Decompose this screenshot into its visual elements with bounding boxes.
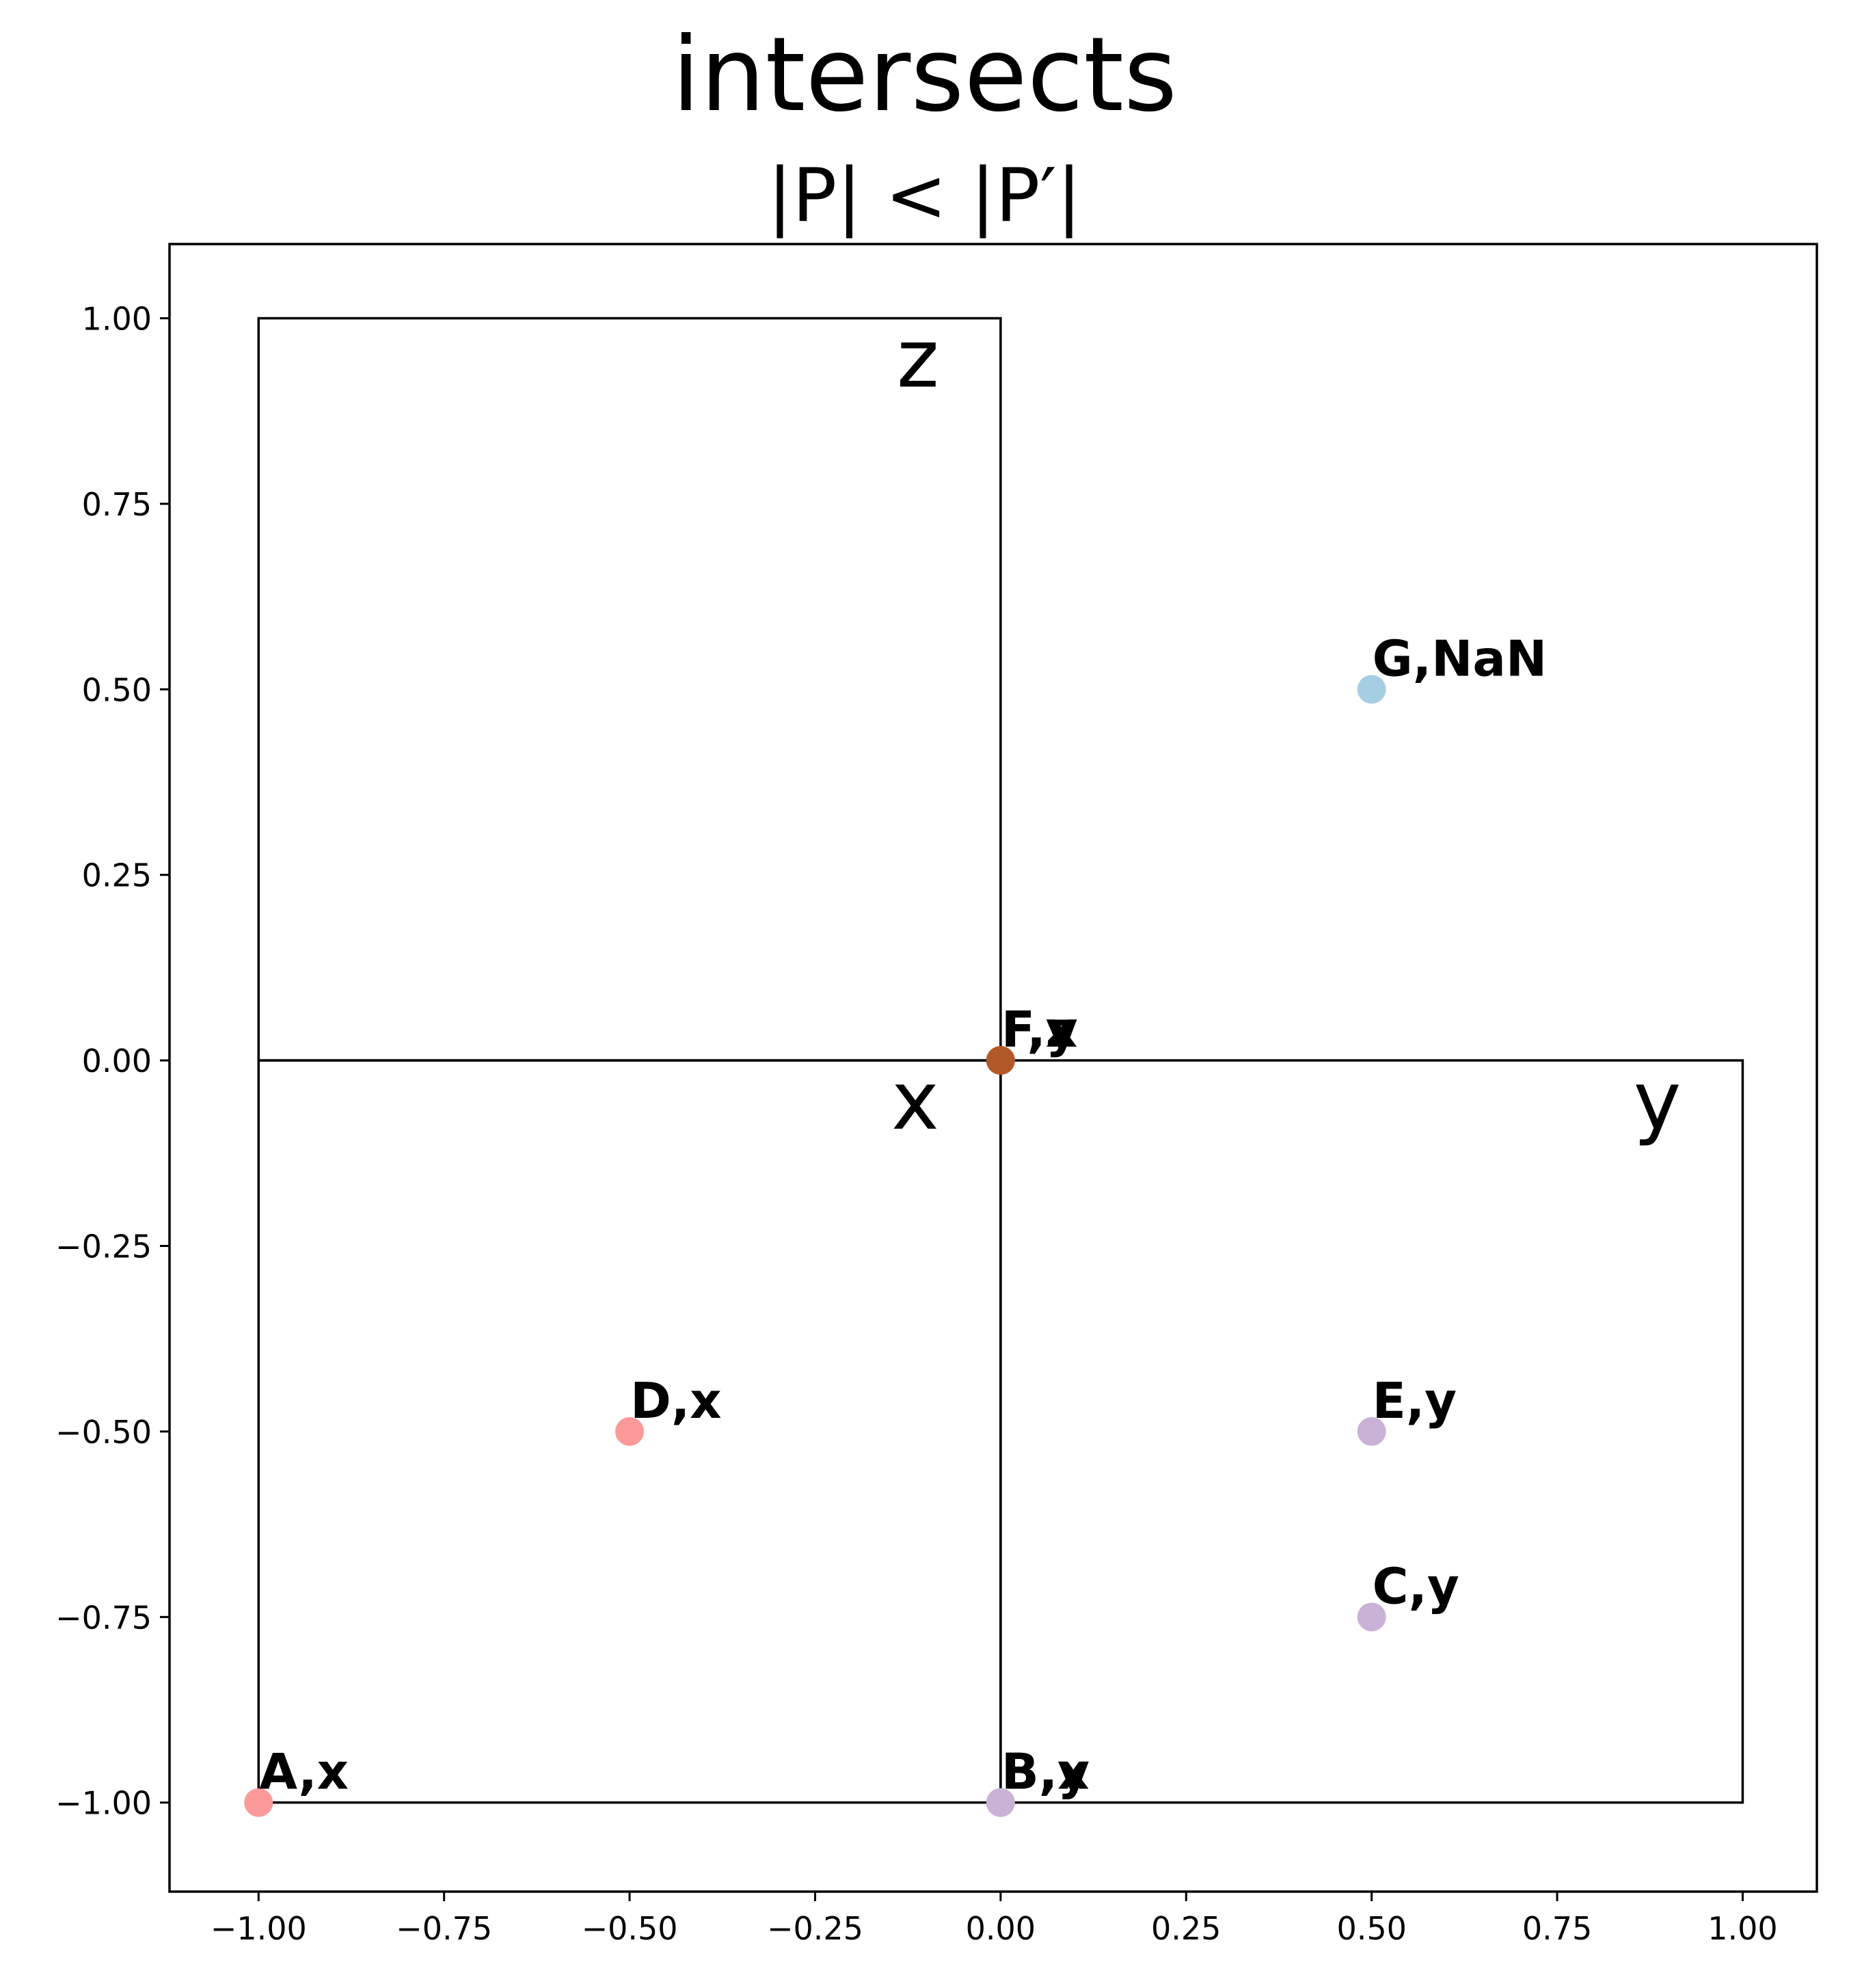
regions-layer: z x y (257, 312, 1744, 1804)
x-tick-label: −0.50 (582, 1910, 678, 1947)
x-tick-label: 0.50 (1336, 1910, 1406, 1947)
point-label: F,z (1001, 1001, 1075, 1058)
data-point (1357, 1416, 1386, 1446)
region-y-label: y (1634, 1053, 1682, 1148)
x-tick-label: −0.25 (767, 1910, 863, 1947)
x-tick-label: −0.75 (396, 1910, 492, 1947)
chart-title: intersects (671, 16, 1178, 135)
data-point (1357, 1602, 1386, 1632)
region-z-box (257, 317, 1002, 1062)
plot-frame (168, 243, 1818, 1893)
x-tick-label: 1.00 (1708, 1910, 1777, 1947)
y-tick-label: −0.25 (55, 1228, 152, 1265)
y-tick-label: 1.00 (82, 301, 152, 338)
data-point (615, 1416, 645, 1446)
point-label: B,x (1001, 1743, 1090, 1801)
x-tick-label: 0.00 (966, 1910, 1036, 1947)
data-point (244, 1788, 273, 1817)
data-point (986, 1788, 1015, 1817)
y-tick-label: −0.75 (55, 1599, 152, 1636)
points-layer: A,x B,xB,y C,y D,x E,y F,xF,yF,z G,NaN (244, 630, 1548, 1817)
x-tick-label: −1.00 (211, 1910, 307, 1947)
point-label: B,y (1001, 1743, 1090, 1801)
data-point (1357, 675, 1386, 704)
x-tick-label: 0.25 (1151, 1910, 1221, 1947)
chart-subtitle: |P| < |P′| (767, 153, 1082, 239)
y-tick-label: −0.50 (55, 1414, 152, 1451)
point-label: G,NaN (1373, 630, 1548, 687)
point-label: F,y (1001, 1001, 1078, 1058)
data-point (986, 1046, 1015, 1075)
region-z-label: z (897, 312, 939, 406)
point-label: C,y (1373, 1557, 1459, 1615)
point-label: F,x (1001, 1001, 1077, 1058)
region-y-box (999, 1059, 1744, 1804)
y-tick-label: 0.50 (82, 671, 152, 708)
y-tick-label: 0.75 (82, 486, 152, 523)
point-label: A,x (259, 1743, 349, 1801)
region-x-label: x (891, 1053, 939, 1148)
point-label: E,y (1373, 1372, 1457, 1429)
ticks-layer: −1.00 −0.75 −0.50 −0.25 0.00 0.25 0.50 0.75 1.00… (55, 301, 1778, 1947)
y-tick-label: 0.00 (82, 1043, 152, 1079)
x-tick-label: 0.75 (1522, 1910, 1592, 1947)
y-tick-label: 0.25 (82, 857, 152, 894)
point-label: D,x (630, 1372, 722, 1429)
y-tick-label: −1.00 (55, 1785, 152, 1822)
